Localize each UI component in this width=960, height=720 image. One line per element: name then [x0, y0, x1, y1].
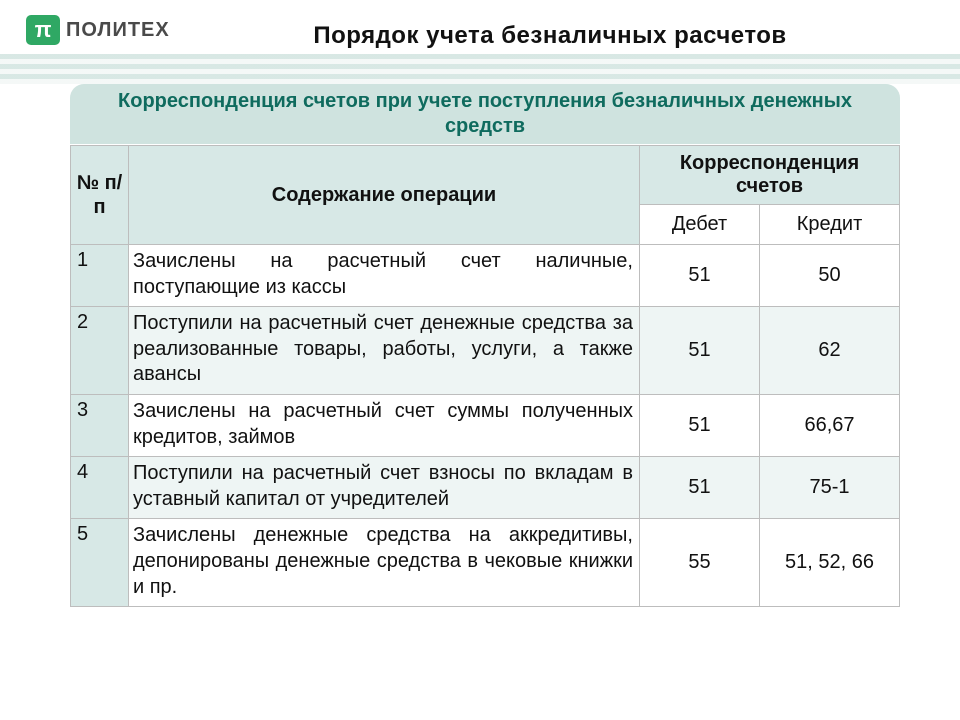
cell-operation: Зачислены денежные средства на аккредити… [129, 519, 640, 607]
cell-debit: 51 [640, 457, 760, 519]
cell-operation: Поступили на расчетный счет взносы по вк… [129, 457, 640, 519]
accounts-table: № п/п Содержание операции Корреспонденци… [70, 145, 900, 607]
table-row: 2 Поступили на расчетный счет денежные с… [71, 307, 900, 395]
cell-operation: Зачислены на расчетный счет суммы получе… [129, 394, 640, 456]
cell-number: 1 [71, 245, 129, 307]
table-row: 4 Поступили на расчетный счет взносы по … [71, 457, 900, 519]
col-header-operation: Содержание операции [129, 146, 640, 245]
col-header-correspondence: Корреспонденция счетов [640, 146, 900, 205]
cell-debit: 51 [640, 394, 760, 456]
cell-number: 4 [71, 457, 129, 519]
cell-credit: 50 [760, 245, 900, 307]
table-row: 5 Зачислены денежные средства на аккреди… [71, 519, 900, 607]
col-header-number: № п/п [71, 146, 129, 245]
table-row: 1 Зачислены на расчетный счет наличные, … [71, 245, 900, 307]
cell-debit: 51 [640, 245, 760, 307]
cell-credit: 75-1 [760, 457, 900, 519]
table-row: 3 Зачислены на расчетный счет суммы полу… [71, 394, 900, 456]
cell-operation: Зачислены на расчетный счет наличные, по… [129, 245, 640, 307]
cell-operation: Поступили на расчетный счет денежные сре… [129, 307, 640, 395]
cell-number: 5 [71, 519, 129, 607]
cell-credit: 66,67 [760, 394, 900, 456]
cell-number: 2 [71, 307, 129, 395]
cell-credit: 51, 52, 66 [760, 519, 900, 607]
subtitle-text: Корреспонденция счетов при учете поступл… [110, 89, 860, 139]
slide-page: π ПОЛИТЕХ Порядок учета безналичных расч… [0, 0, 960, 720]
cell-debit: 51 [640, 307, 760, 395]
col-header-credit: Кредит [760, 205, 900, 245]
accounts-table-container: № п/п Содержание операции Корреспонденци… [70, 145, 900, 607]
decorative-stripes-top [0, 54, 960, 84]
col-header-debit: Дебет [640, 205, 760, 245]
page-title: Порядок учета безналичных расчетов [0, 22, 960, 50]
cell-debit: 55 [640, 519, 760, 607]
cell-credit: 62 [760, 307, 900, 395]
cell-number: 3 [71, 394, 129, 456]
subtitle-panel: Корреспонденция счетов при учете поступл… [70, 84, 900, 144]
